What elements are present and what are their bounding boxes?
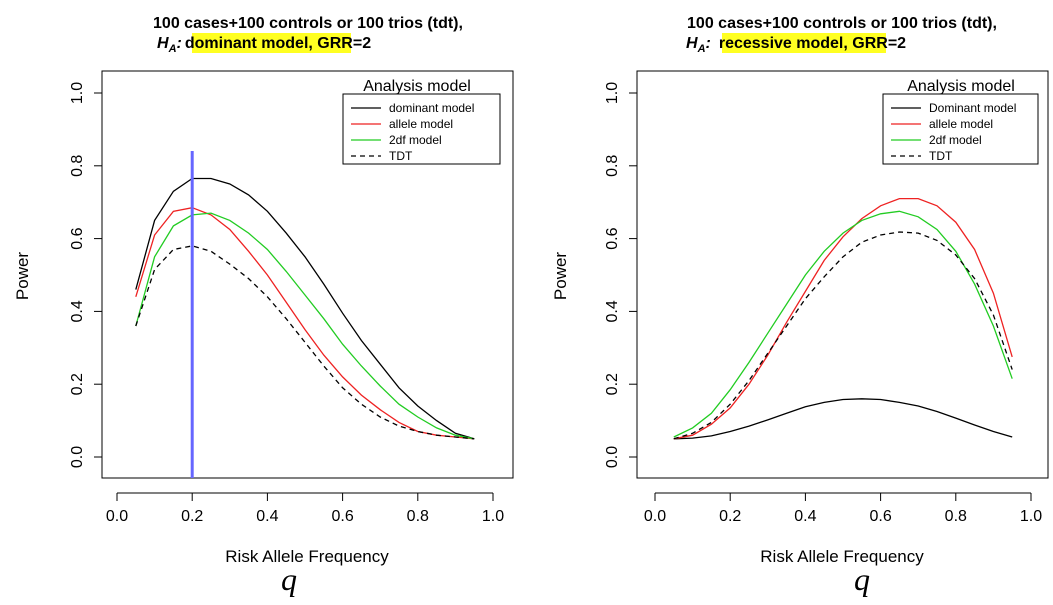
right-title-line2: HA: recessive model, GRR=2 [686, 35, 906, 55]
right-x-label: Risk Allele Frequency [760, 547, 924, 566]
right-title-highlight [722, 33, 886, 53]
left-panel: 100 cases+100 controls or 100 trios (tdt… [13, 15, 514, 597]
right-legend-title: Analysis model [907, 78, 1015, 95]
right-x-tick-label: 1.0 [1020, 508, 1042, 525]
right-x-tick-label: 0.8 [945, 508, 967, 525]
right-series-allele-model [673, 197, 1013, 440]
right-title-model-tail: l [839, 35, 843, 52]
right-y-tick-label: 0.4 [604, 300, 621, 322]
right-y-tick-label: 1.0 [604, 82, 621, 104]
left-title-h: H [157, 35, 169, 52]
right-legend-label: TDT [929, 149, 953, 163]
left-y-tick-label: 1.0 [69, 82, 86, 104]
left-y-tick-label: 0.6 [69, 227, 86, 249]
left-legend-entries: dominant model allele model 2df model TDT [351, 101, 474, 163]
right-title-colon: : [706, 35, 711, 52]
right-y-tick-label: 0.2 [604, 373, 621, 395]
left-title-h-sub: A [168, 43, 177, 55]
left-legend-label: allele model [389, 117, 453, 131]
left-title-highlight [192, 33, 351, 53]
left-y-tick-label: 0.4 [69, 300, 86, 322]
left-title-model: dominant model [185, 35, 309, 52]
right-y-axis: 0.0 0.2 0.4 0.6 0.8 1.0 [604, 82, 638, 468]
right-panel: 100 cases+100 controls or 100 trios (tdt… [551, 15, 1049, 597]
right-legend-label: allele model [929, 117, 993, 131]
left-x-symbol: q [281, 561, 297, 597]
left-x-tick-label: 0.6 [331, 508, 353, 525]
left-y-axis: 0.0 0.2 0.4 0.6 0.8 1.0 [69, 82, 103, 468]
right-y-tick-label: 0.6 [604, 227, 621, 249]
right-x-symbol: q [854, 561, 870, 597]
right-x-tick-label: 0.0 [644, 508, 666, 525]
right-x-tick-label: 0.6 [869, 508, 891, 525]
right-title-model: recessive mode [719, 35, 839, 52]
right-x-tick-label: 0.2 [719, 508, 741, 525]
left-y-tick-label: 0.2 [69, 373, 86, 395]
left-y-tick-label: 0.8 [69, 155, 86, 177]
left-title-line1: 100 cases+100 controls or 100 trios (tdt… [153, 15, 463, 32]
right-x-axis: 0.0 0.2 0.4 0.6 0.8 1.0 [644, 492, 1042, 525]
left-x-tick-label: 0.4 [256, 508, 278, 525]
left-x-tick-label: 1.0 [482, 508, 504, 525]
left-x-axis: 0.0 0.2 0.4 0.6 0.8 1.0 [106, 492, 504, 525]
left-series-allele-model [135, 207, 475, 440]
right-series-2df-model [673, 210, 1013, 438]
left-x-label: Risk Allele Frequency [225, 547, 389, 566]
right-title-h-sub: A [697, 43, 706, 55]
right-y-tick-label: 0.0 [604, 446, 621, 468]
right-legend-label: 2df model [929, 133, 982, 147]
left-legend-box [342, 93, 501, 165]
left-title-colon: : [177, 35, 182, 52]
left-legend-title: Analysis model [363, 78, 471, 95]
right-y-tick-label: 0.8 [604, 155, 621, 177]
left-y-tick-label: 0.0 [69, 446, 86, 468]
right-series-dominant-model [673, 398, 1013, 440]
right-title-h: H [686, 35, 698, 52]
left-y-label: Power [13, 252, 32, 301]
left-legend-label: TDT [389, 149, 413, 163]
right-title-line1: 100 cases+100 controls or 100 trios (tdt… [687, 15, 997, 32]
left-title-line2: HA: dominant model, GRR=2 [157, 35, 371, 55]
right-legend-entries: Dominant model allele model 2df model TDT [891, 101, 1016, 163]
right-title-suffix: , GRR=2 [843, 35, 906, 52]
left-x-tick-label: 0.2 [181, 508, 203, 525]
left-legend-label: dominant model [389, 101, 474, 115]
right-y-label: Power [551, 252, 570, 301]
right-series-group [673, 197, 1013, 440]
right-series-tdt [673, 231, 1013, 440]
left-series-group [135, 177, 475, 440]
right-legend-label: Dominant model [929, 101, 1016, 115]
left-x-tick-label: 0.8 [407, 508, 429, 525]
right-legend-box [882, 93, 1039, 165]
right-x-tick-label: 0.4 [794, 508, 816, 525]
left-title-suffix: , GRR=2 [308, 35, 371, 52]
left-legend-label: 2df model [389, 133, 442, 147]
left-x-tick-label: 0.0 [106, 508, 128, 525]
